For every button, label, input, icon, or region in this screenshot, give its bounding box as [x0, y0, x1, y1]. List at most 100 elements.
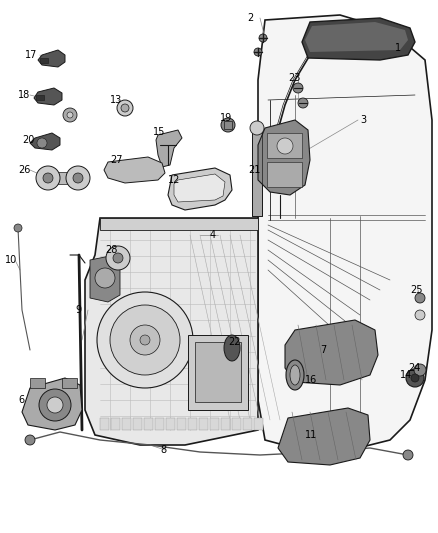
Circle shape — [406, 369, 424, 387]
Polygon shape — [258, 15, 432, 450]
Bar — [36, 95, 44, 100]
Circle shape — [415, 310, 425, 320]
Circle shape — [140, 335, 150, 345]
Text: 19: 19 — [220, 113, 232, 123]
Ellipse shape — [286, 360, 304, 390]
Bar — [243, 418, 252, 430]
Circle shape — [414, 364, 426, 376]
Text: 17: 17 — [25, 50, 37, 60]
Circle shape — [293, 83, 303, 93]
Circle shape — [63, 108, 77, 122]
Circle shape — [66, 166, 90, 190]
Text: 11: 11 — [305, 430, 317, 440]
Circle shape — [130, 325, 160, 355]
Text: 8: 8 — [160, 445, 166, 455]
Polygon shape — [156, 130, 182, 167]
Text: 7: 7 — [320, 345, 326, 355]
Text: 2: 2 — [247, 13, 253, 23]
Circle shape — [415, 293, 425, 303]
Bar — [232, 418, 241, 430]
Text: 6: 6 — [18, 395, 24, 405]
Polygon shape — [34, 88, 62, 105]
Bar — [252, 128, 262, 216]
Polygon shape — [30, 133, 60, 150]
Polygon shape — [85, 218, 258, 445]
Text: 9: 9 — [75, 305, 81, 315]
Bar — [177, 418, 186, 430]
Text: 15: 15 — [153, 127, 166, 137]
Text: 10: 10 — [5, 255, 17, 265]
Polygon shape — [174, 174, 225, 202]
Polygon shape — [90, 255, 120, 302]
Text: 28: 28 — [105, 245, 117, 255]
Bar — [100, 418, 109, 430]
Circle shape — [277, 138, 293, 154]
Text: 14: 14 — [400, 370, 412, 380]
Bar — [40, 58, 48, 63]
Text: 22: 22 — [228, 337, 240, 347]
Ellipse shape — [224, 335, 240, 361]
Bar — [210, 418, 219, 430]
Circle shape — [117, 100, 133, 116]
Circle shape — [73, 173, 83, 183]
Text: 18: 18 — [18, 90, 30, 100]
Bar — [195, 342, 241, 402]
Circle shape — [403, 450, 413, 460]
Bar — [254, 418, 263, 430]
Circle shape — [36, 166, 60, 190]
Circle shape — [47, 397, 63, 413]
Text: 20: 20 — [22, 135, 34, 145]
Bar — [221, 418, 230, 430]
Circle shape — [113, 253, 123, 263]
Ellipse shape — [290, 365, 300, 385]
Circle shape — [298, 98, 308, 108]
Bar — [188, 335, 248, 410]
Circle shape — [121, 104, 129, 112]
Circle shape — [221, 118, 235, 132]
Text: 3: 3 — [360, 115, 366, 125]
Circle shape — [110, 305, 180, 375]
Polygon shape — [258, 120, 310, 195]
Text: 16: 16 — [305, 375, 317, 385]
Polygon shape — [22, 378, 82, 430]
Text: 1: 1 — [395, 43, 401, 53]
Polygon shape — [100, 218, 258, 230]
Circle shape — [43, 173, 53, 183]
Text: 21: 21 — [248, 165, 260, 175]
Circle shape — [95, 268, 115, 288]
Circle shape — [39, 389, 71, 421]
Bar — [188, 418, 197, 430]
Bar — [155, 418, 164, 430]
Text: 25: 25 — [410, 285, 423, 295]
Bar — [267, 133, 302, 158]
Bar — [224, 121, 232, 129]
Bar — [166, 418, 175, 430]
Circle shape — [67, 112, 73, 118]
Bar — [199, 418, 208, 430]
Bar — [133, 418, 142, 430]
Polygon shape — [38, 50, 65, 67]
Bar — [48, 172, 78, 184]
Circle shape — [254, 48, 262, 56]
Polygon shape — [104, 157, 165, 183]
Circle shape — [37, 138, 47, 148]
Bar — [144, 418, 153, 430]
Polygon shape — [285, 320, 378, 385]
Polygon shape — [168, 168, 232, 210]
Text: 4: 4 — [210, 230, 216, 240]
Circle shape — [250, 121, 264, 135]
Circle shape — [14, 224, 22, 232]
Circle shape — [25, 435, 35, 445]
Text: 27: 27 — [110, 155, 123, 165]
Text: 13: 13 — [110, 95, 122, 105]
Bar — [62, 378, 77, 388]
Circle shape — [106, 246, 130, 270]
Text: 23: 23 — [288, 73, 300, 83]
Bar — [111, 418, 120, 430]
Circle shape — [411, 374, 419, 382]
Bar — [30, 378, 45, 388]
Polygon shape — [278, 408, 370, 465]
Polygon shape — [302, 18, 415, 60]
Text: 26: 26 — [18, 165, 30, 175]
Text: 24: 24 — [408, 363, 420, 373]
